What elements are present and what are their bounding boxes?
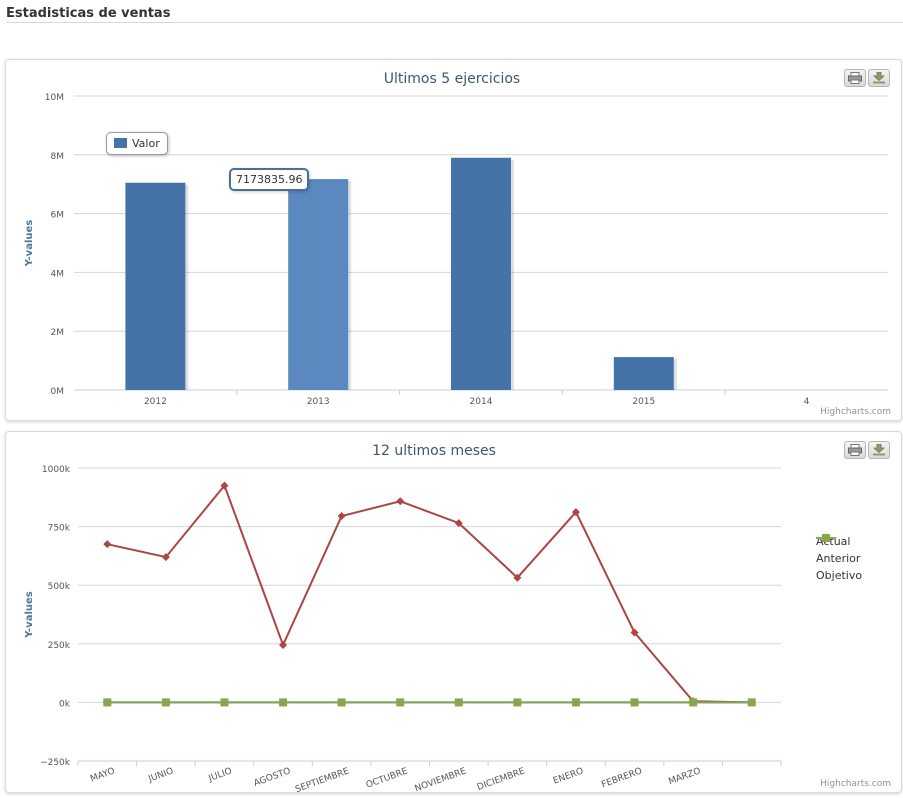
series-line-anterior bbox=[107, 483, 752, 704]
y-axis-title: Y-values bbox=[24, 591, 35, 639]
x-tick-label: FEBRERO bbox=[600, 766, 643, 790]
highcharts-credit[interactable]: Highcharts.com bbox=[820, 779, 891, 789]
highcharts-credit[interactable]: Highcharts.com bbox=[820, 407, 891, 417]
x-tick-label: OCTUBRE bbox=[365, 766, 410, 790]
point-anterior bbox=[454, 519, 463, 528]
y-tick-label: 250k bbox=[48, 641, 71, 651]
x-tick-label: 2014 bbox=[470, 397, 493, 407]
x-tick-label: 2013 bbox=[307, 397, 330, 407]
y-tick-label: 6M bbox=[51, 211, 65, 221]
y-tick-label: 1000k bbox=[42, 465, 71, 475]
y-tick-label: 750k bbox=[48, 524, 71, 534]
y-tick-label: 2M bbox=[51, 328, 65, 338]
y-axis-title: Y-values bbox=[24, 220, 35, 268]
x-tick-label: JULIO bbox=[207, 766, 234, 784]
bar-chart: Ultimos 5 ejercicios 0M 2M 4M 6M 8M 10M Y-value… bbox=[24, 71, 888, 407]
bar-2015 bbox=[613, 357, 674, 390]
point-anterior bbox=[220, 481, 229, 490]
y-tick-label: 0k bbox=[59, 699, 71, 709]
point-objetivo bbox=[220, 698, 229, 707]
point-anterior bbox=[103, 540, 112, 549]
print-button[interactable] bbox=[844, 441, 866, 459]
point-objetivo bbox=[689, 698, 698, 707]
legend-label: Objetivo bbox=[816, 569, 863, 582]
x-tick-label: DICIEMBRE bbox=[476, 766, 527, 792]
point-objetivo bbox=[513, 698, 522, 707]
point-anterior bbox=[571, 508, 580, 517]
x-tick-label: MARZO bbox=[667, 766, 702, 787]
bar-2014 bbox=[451, 157, 511, 390]
export-button[interactable] bbox=[868, 441, 890, 459]
y-tick-label: 8M bbox=[51, 152, 65, 162]
point-objetivo bbox=[396, 698, 405, 707]
bar-2012 bbox=[125, 182, 186, 390]
point-objetivo bbox=[279, 698, 288, 707]
point-objetivo bbox=[630, 698, 639, 707]
x-tick-label: AGOSTO bbox=[253, 766, 292, 789]
x-tick-label: SEPTIEMBRE bbox=[294, 766, 351, 792]
point-anterior bbox=[337, 512, 346, 521]
title-divider bbox=[6, 22, 903, 23]
x-tick-label: 2015 bbox=[632, 397, 655, 407]
download-icon bbox=[872, 444, 886, 456]
legend-square-icon bbox=[816, 534, 836, 542]
point-objetivo bbox=[571, 698, 580, 707]
chart-title: 12 ultimos meses bbox=[372, 443, 496, 459]
point-anterior bbox=[396, 497, 405, 506]
chart-title: Ultimos 5 ejercicios bbox=[384, 71, 520, 87]
bar-chart-panel: Ultimos 5 ejercicios 0M 2M 4M 6M 8M 10M Y-value… bbox=[5, 59, 902, 421]
download-icon bbox=[872, 72, 886, 84]
page-title: Estadisticas de ventas bbox=[6, 6, 171, 21]
line-chart: 12 ultimos meses −250k 0k 250k 500k 750k 1000k… bbox=[24, 443, 782, 792]
chart-legend[interactable]: Valor bbox=[106, 132, 168, 155]
bar-tooltip: 7173835.96 bbox=[229, 168, 310, 191]
point-objetivo bbox=[337, 698, 346, 707]
print-icon bbox=[848, 72, 862, 84]
y-tick-label: 4M bbox=[51, 269, 65, 279]
line-chart-panel: 12 ultimos meses −250k 0k 250k 500k 750k 1000k… bbox=[5, 431, 902, 793]
print-icon bbox=[848, 444, 862, 456]
point-anterior bbox=[279, 640, 288, 649]
x-tick-label: NOVIEMBRE bbox=[414, 766, 468, 792]
x-tick-label: JUNIO bbox=[146, 766, 175, 785]
point-objetivo bbox=[747, 698, 756, 707]
legend-item-anterior[interactable]: Anterior bbox=[816, 533, 862, 567]
y-tick-label: 0M bbox=[51, 387, 65, 397]
legend-label: Anterior bbox=[816, 552, 861, 565]
export-button[interactable] bbox=[868, 69, 890, 87]
bar-2013 bbox=[288, 179, 349, 390]
point-objetivo bbox=[454, 698, 463, 707]
point-objetivo bbox=[161, 698, 170, 707]
x-tick-label: ENERO bbox=[552, 766, 585, 786]
y-tick-label: 500k bbox=[48, 582, 71, 592]
y-tick-label: 10M bbox=[45, 93, 64, 103]
x-tick-label: 4 bbox=[804, 397, 810, 407]
legend-swatch bbox=[114, 138, 127, 148]
x-tick-label: MAYO bbox=[89, 766, 116, 784]
point-objetivo bbox=[103, 698, 112, 707]
legend-item-objetivo[interactable]: Objetivo bbox=[816, 534, 863, 584]
point-anterior bbox=[513, 573, 522, 582]
point-anterior bbox=[161, 553, 170, 562]
y-tick-label: −250k bbox=[40, 758, 71, 768]
x-tick-label: 2012 bbox=[144, 397, 167, 407]
chart-legend: Actual Anterior Objetivo bbox=[816, 533, 862, 584]
legend-item-valor: Valor bbox=[132, 137, 160, 150]
print-button[interactable] bbox=[844, 69, 866, 87]
point-anterior bbox=[630, 628, 639, 637]
